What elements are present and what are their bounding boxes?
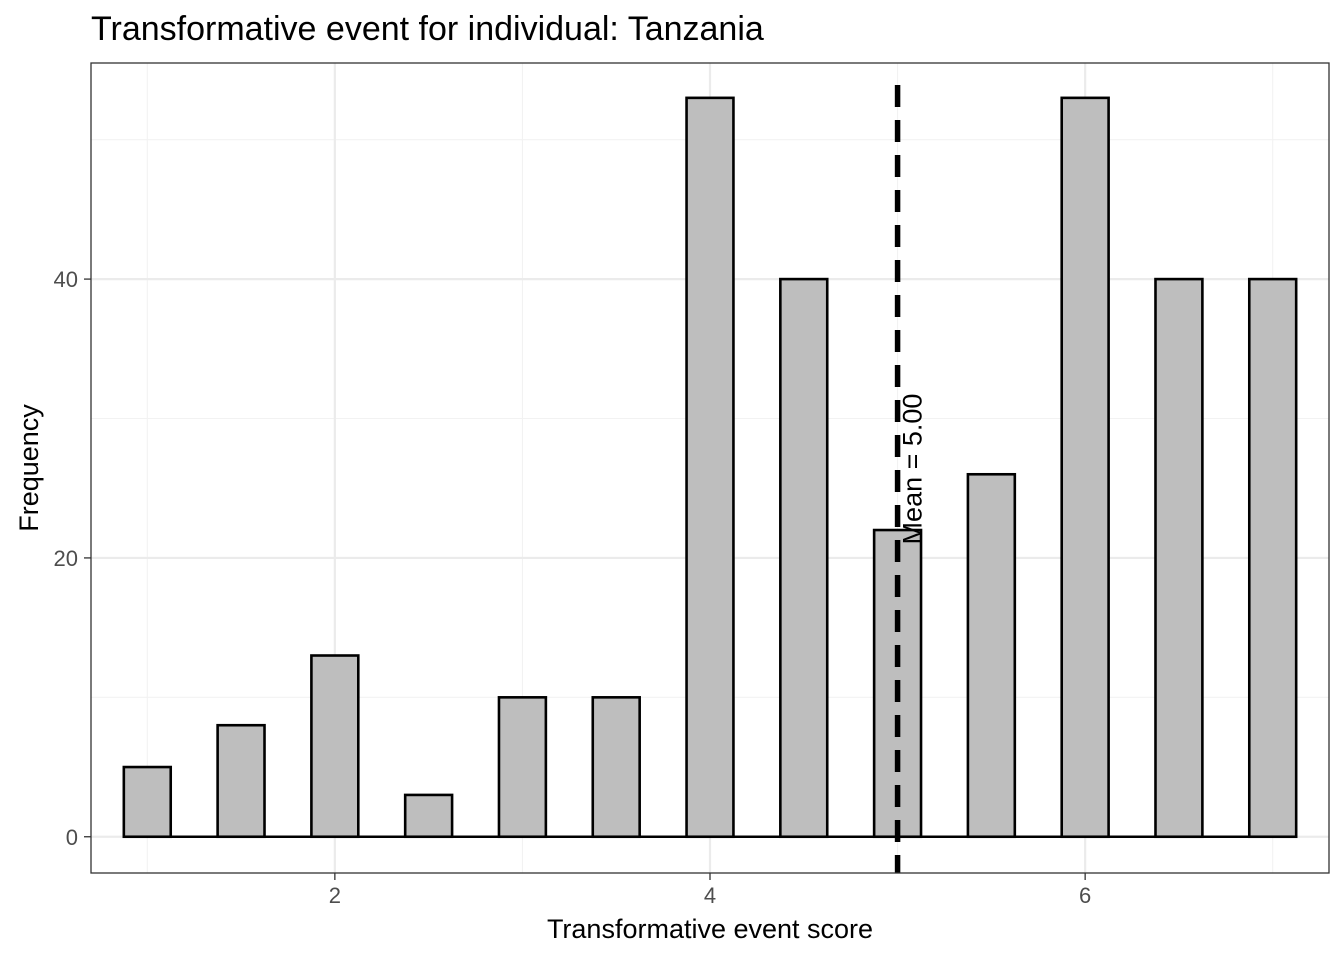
y-axis-ticks: 0 20 40 bbox=[54, 267, 91, 850]
y-axis-title: Frequency bbox=[14, 404, 44, 532]
histogram-bar bbox=[1247, 277, 1298, 839]
x-tick-label: 4 bbox=[704, 883, 716, 908]
mean-annotation: Mean = 5.00 bbox=[894, 85, 928, 873]
histogram-bar bbox=[216, 723, 266, 839]
bars bbox=[122, 96, 1298, 839]
histogram-bar bbox=[122, 765, 173, 839]
mean-label: Mean = 5.00 bbox=[898, 394, 928, 545]
histogram-bar bbox=[685, 96, 735, 839]
y-tick-label: 40 bbox=[54, 267, 78, 292]
histogram-bar bbox=[497, 696, 548, 839]
histogram-bar bbox=[591, 696, 641, 839]
histogram-bar bbox=[403, 793, 454, 839]
y-tick-label: 0 bbox=[66, 825, 78, 850]
x-axis-ticks: 2 4 6 bbox=[329, 873, 1091, 908]
x-tick-label: 6 bbox=[1079, 883, 1091, 908]
histogram-bar bbox=[966, 472, 1017, 839]
x-axis-title: Transformative event score bbox=[547, 914, 873, 944]
histogram-bar bbox=[310, 654, 360, 839]
chart-title: Transformative event for individual: Tan… bbox=[91, 10, 764, 48]
histogram-bar bbox=[1154, 277, 1204, 839]
histogram-bar bbox=[779, 277, 829, 839]
histogram-bar bbox=[1060, 96, 1110, 839]
x-tick-label: 2 bbox=[329, 883, 341, 908]
y-tick-label: 20 bbox=[54, 546, 78, 571]
